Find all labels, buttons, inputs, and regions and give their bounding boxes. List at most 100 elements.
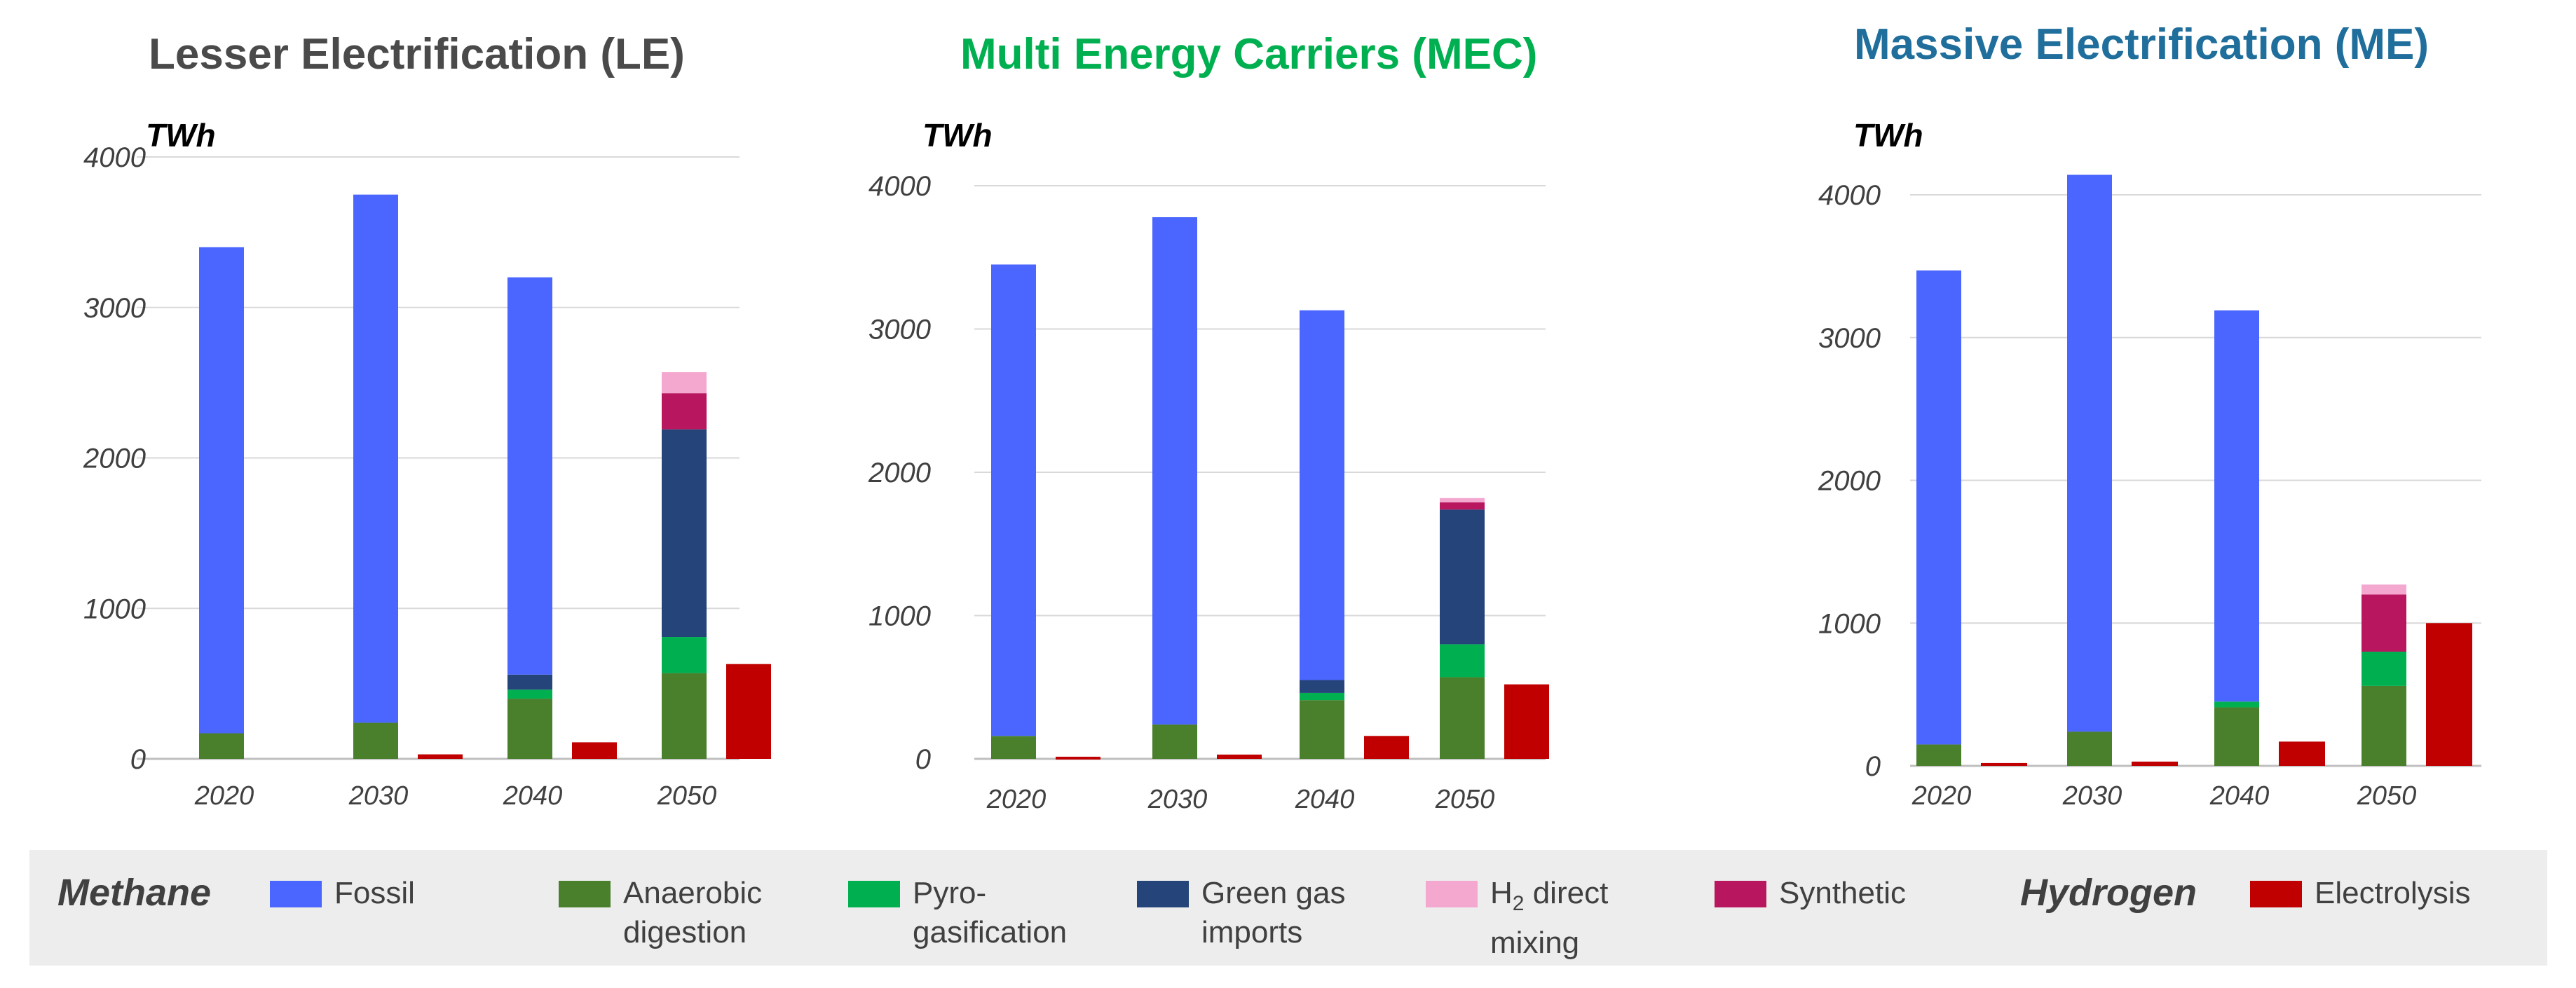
y-tick-label-le-0: 0 (130, 744, 146, 775)
bar-me-2020-fossil (1916, 270, 1961, 745)
y-tick-label-me-2000: 2000 (1818, 466, 1881, 497)
bar-le-2050-pyro-gasification (662, 637, 707, 673)
bar-me-2040-fossil (2214, 310, 2259, 702)
bar-mec-2050-electrolysis (1504, 684, 1549, 759)
bar-mec-2040-anaerobic-digestion (1300, 700, 1344, 759)
legend-label-pyro-2: gasification (913, 915, 1068, 949)
bar-me-2020-electrolysis (1981, 762, 2027, 766)
legend-label-h2-rest: direct (1524, 876, 1609, 910)
bar-mec-2030-anaerobic-digestion (1152, 724, 1197, 759)
bar-mec-2040-green-gas-imports (1300, 680, 1344, 693)
bar-le-2040-green-gas-imports (507, 674, 552, 690)
bar-mec-2050-pyro-gasification (1440, 644, 1485, 678)
bar-le-2050-green-gas-imports (662, 429, 707, 638)
bar-me-2020-anaerobic-digestion (1916, 744, 1961, 766)
x-tick-label-me-2020: 2020 (1911, 781, 1972, 811)
y-tick-label-mec-3000: 3000 (868, 315, 931, 345)
y-tick-label-mec-1000: 1000 (868, 601, 931, 632)
y-tick-label-le-2000: 2000 (83, 444, 146, 474)
x-tick-label-le-2050: 2050 (657, 781, 717, 811)
bar-le-2020-anaerobic-digestion (199, 733, 244, 759)
legend-label-synthetic: Synthetic (1779, 876, 1906, 910)
legend-swatch-green-imports (1137, 881, 1189, 907)
y-tick-label-le-4000: 4000 (83, 142, 146, 173)
bar-mec-2020-fossil (991, 264, 1036, 736)
bar-me-2050-anaerobic-digestion (2362, 685, 2406, 766)
legend-swatch-electrolysis (2250, 881, 2302, 907)
legend-label-h2-sub: 2 (1512, 891, 1525, 915)
legend-label-h2-mixing-2: mixing (1490, 925, 1580, 960)
x-tick-label-me-2040: 2040 (2209, 781, 2270, 811)
bar-me-2040-pyro-gasification (2214, 701, 2259, 708)
y-tick-label-me-0: 0 (1865, 751, 1881, 782)
chart-title-le: Lesser Electrification (LE) (149, 30, 685, 78)
bar-me-2050-electrolysis (2426, 623, 2472, 766)
legend-label-h2-main: H (1490, 876, 1513, 910)
bar-le-2050-electrolysis (726, 664, 771, 759)
charts-canvas: 0 1000 2000 3000 4000 2020 2030 2040 2050 0 1000 20… (83, 142, 2481, 814)
bar-me-2050-pyro-gasification (2362, 652, 2406, 686)
y-tick-label-me-1000: 1000 (1818, 608, 1881, 639)
legend-swatch-pyro (848, 881, 900, 907)
bar-mec-2040-electrolysis (1364, 736, 1409, 759)
unit-label-me: TWh (1853, 117, 1923, 153)
bar-mec-2050-anaerobic-digestion (1440, 677, 1485, 759)
chart-title-mec: Multi Energy Carriers (MEC) (960, 30, 1538, 78)
bar-le-2050-synthetic (662, 393, 707, 430)
legend-swatch-anaerobic (559, 881, 611, 907)
bar-mec-2020-anaerobic-digestion (991, 736, 1036, 759)
x-tick-label-mec-2040: 2040 (1295, 785, 1355, 814)
bar-me-2050-synthetic (2362, 594, 2406, 652)
y-tick-label-mec-2000: 2000 (868, 458, 931, 488)
bar-me-2040-anaerobic-digestion (2214, 707, 2259, 766)
bar-le-2030-anaerobic-digestion (353, 722, 398, 759)
bar-mec-2030-electrolysis (1217, 754, 1262, 759)
legend: Methane Fossil Anaerobic digestion Pyro-… (29, 850, 2547, 966)
legend-label-electrolysis: Electrolysis (2315, 876, 2471, 910)
y-tick-label-le-3000: 3000 (83, 293, 146, 324)
bar-mec-2030-fossil (1152, 217, 1197, 725)
bar-le-2030-electrolysis (418, 754, 463, 759)
legend-label-pyro-1: Pyro- (913, 876, 987, 910)
bar-mec-2050-synthetic (1440, 502, 1485, 510)
y-tick-label-mec-0: 0 (915, 744, 931, 775)
x-tick-label-le-2020: 2020 (194, 781, 254, 811)
y-tick-label-me-3000: 3000 (1818, 323, 1881, 354)
x-tick-label-le-2040: 2040 (503, 781, 563, 811)
legend-label-green-imports-2: imports (1201, 915, 1303, 949)
y-tick-label-mec-4000: 4000 (868, 171, 931, 202)
unit-label-le: TWh (146, 117, 216, 153)
bar-le-2020-fossil (199, 247, 244, 734)
legend-swatch-fossil (270, 881, 322, 907)
bar-le-2040-anaerobic-digestion (507, 699, 552, 759)
x-tick-label-me-2030: 2030 (2062, 781, 2122, 811)
bar-mec-2040-pyro-gasification (1300, 692, 1344, 701)
chart-title-me: Massive Electrification (ME) (1854, 20, 2430, 69)
bar-mec-2050-green-gas-imports (1440, 509, 1485, 645)
y-tick-label-me-4000: 4000 (1818, 180, 1881, 211)
x-tick-label-me-2050: 2050 (2357, 781, 2417, 811)
legend-swatch-h2-mixing (1426, 881, 1478, 907)
x-tick-label-mec-2030: 2030 (1147, 785, 1208, 814)
legend-methane-label: Methane (57, 872, 212, 914)
bar-le-2040-fossil (507, 277, 552, 675)
bar-me-2030-anaerobic-digestion (2067, 732, 2112, 766)
bar-le-2030-fossil (353, 194, 398, 723)
legend-label-anaerobic-2: digestion (623, 915, 747, 949)
bar-le-2050-anaerobic-digestion (662, 673, 707, 759)
legend-label-anaerobic-1: Anaerobic (623, 876, 763, 910)
legend-swatch-synthetic (1715, 881, 1766, 907)
bar-le-2050-h2-direct-mixing (662, 372, 707, 394)
bar-me-2030-fossil (2067, 174, 2112, 732)
bar-me-2040-electrolysis (2279, 741, 2325, 766)
bar-me-2030-electrolysis (2132, 761, 2178, 766)
x-tick-label-mec-2050: 2050 (1435, 785, 1495, 814)
unit-label-mec: TWh (922, 117, 993, 153)
bar-le-2040-pyro-gasification (507, 689, 552, 699)
bar-me-2050-h2-direct-mixing (2362, 584, 2406, 595)
x-tick-label-le-2030: 2030 (348, 781, 409, 811)
legend-label-fossil: Fossil (334, 876, 415, 910)
x-tick-label-mec-2020: 2020 (986, 785, 1047, 814)
bar-mec-2020-electrolysis (1056, 756, 1100, 760)
bar-mec-2040-fossil (1300, 310, 1344, 680)
